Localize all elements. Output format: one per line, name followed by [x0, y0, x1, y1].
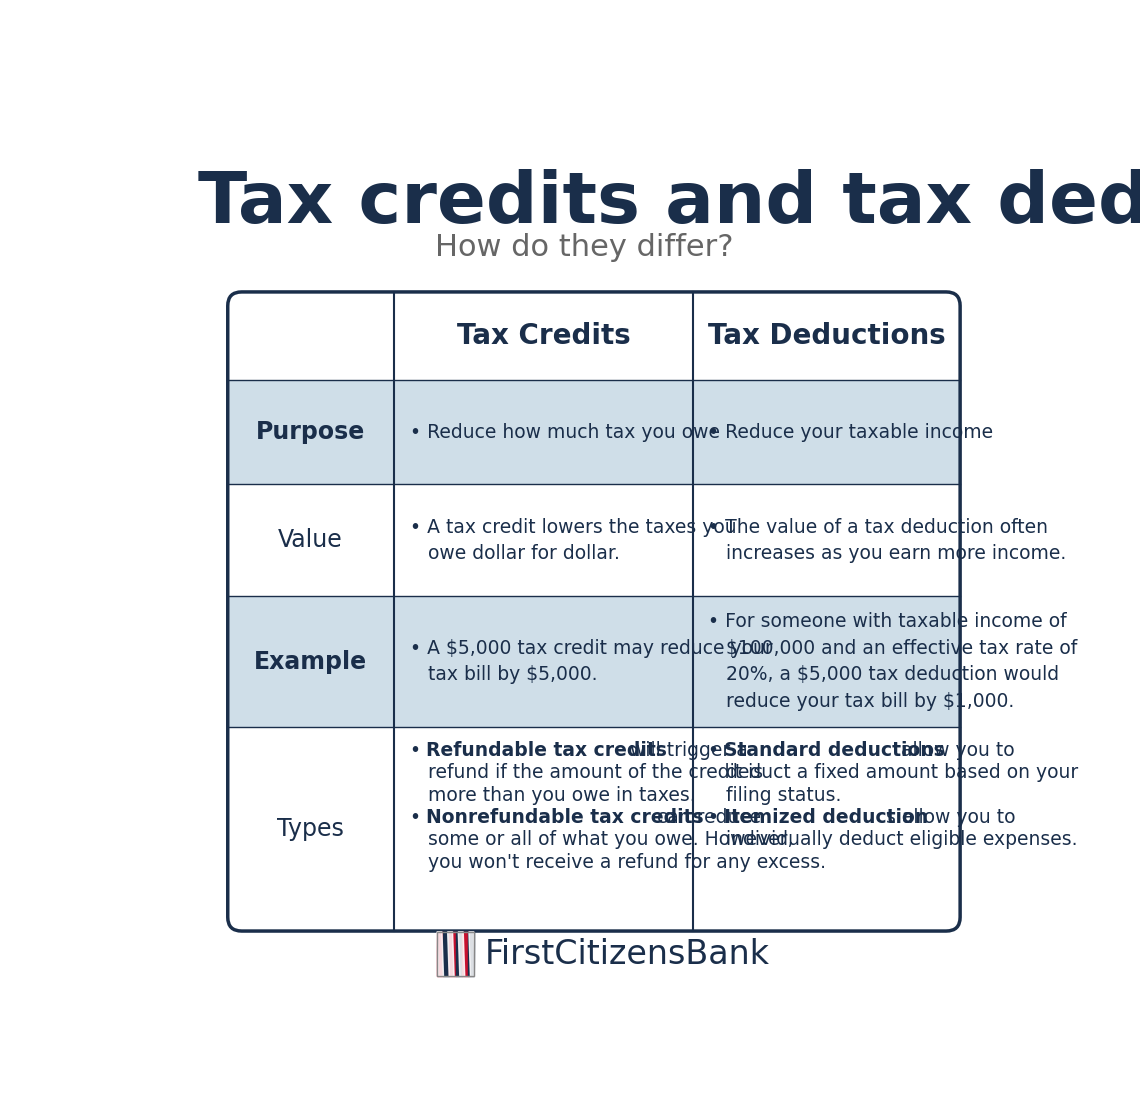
Text: Nonrefundable tax credits: Nonrefundable tax credits [426, 808, 703, 827]
Text: •: • [708, 808, 725, 827]
Text: • A tax credit lowers the taxes you
   owe dollar for dollar.: • A tax credit lowers the taxes you owe … [410, 518, 736, 563]
Text: FirstCitizensBank: FirstCitizensBank [484, 938, 770, 971]
Text: refund if the amount of the credit is: refund if the amount of the credit is [410, 763, 763, 782]
Bar [437, 932, 474, 977]
Bar [229, 380, 959, 484]
Text: Purpose: Purpose [256, 420, 365, 444]
Text: deduct a fixed amount based on your: deduct a fixed amount based on your [708, 763, 1078, 782]
Text: Value: Value [278, 528, 343, 552]
FancyBboxPatch shape [228, 292, 960, 931]
Text: allow you to: allow you to [895, 741, 1015, 760]
Polygon shape [448, 932, 454, 977]
Bar [462, 932, 469, 977]
Text: • Reduce how much tax you owe: • Reduce how much tax you owe [410, 423, 719, 442]
Polygon shape [458, 932, 465, 977]
Text: will trigger a: will trigger a [624, 741, 748, 760]
Text: Itemized deduction: Itemized deduction [724, 808, 928, 827]
Text: • A $5,000 tax credit may reduce your
   tax bill by $5,000.: • A $5,000 tax credit may reduce your ta… [410, 639, 773, 684]
Bar [443, 932, 449, 977]
Text: can reduce: can reduce [651, 808, 762, 827]
Text: Example: Example [254, 650, 367, 673]
Text: you won't receive a refund for any excess.: you won't receive a refund for any exces… [410, 853, 825, 872]
Text: Refundable tax credits: Refundable tax credits [426, 741, 667, 760]
Polygon shape [469, 932, 475, 977]
Bar [229, 597, 959, 727]
Text: • For someone with taxable income of
   $100,000 and an effective tax rate of
  : • For someone with taxable income of $10… [708, 612, 1077, 711]
Text: • Reduce your taxable income: • Reduce your taxable income [708, 423, 993, 442]
Text: s allow you to: s allow you to [887, 808, 1016, 827]
Text: •: • [708, 741, 725, 760]
Bar [469, 932, 474, 977]
Text: Types: Types [277, 817, 344, 841]
Text: filing status.: filing status. [708, 785, 841, 804]
Text: Tax credits and tax deductions: Tax credits and tax deductions [198, 169, 1140, 238]
Text: some or all of what you owe. However,: some or all of what you owe. However, [410, 830, 793, 850]
Text: Tax Deductions: Tax Deductions [708, 322, 945, 350]
Bar [449, 932, 456, 977]
Text: individually deduct eligible expenses.: individually deduct eligible expenses. [708, 830, 1077, 850]
Text: • The value of a tax deduction often
   increases as you earn more income.: • The value of a tax deduction often inc… [708, 518, 1067, 563]
Text: How do they differ?: How do they differ? [435, 232, 733, 262]
Text: •: • [410, 808, 428, 827]
Bar [437, 932, 443, 977]
Bar [456, 932, 462, 977]
Text: Standard deductions: Standard deductions [724, 741, 945, 760]
Text: Tax Credits: Tax Credits [457, 322, 630, 350]
Text: •: • [410, 741, 428, 760]
Polygon shape [437, 932, 443, 977]
Text: more than you owe in taxes.: more than you owe in taxes. [410, 785, 695, 804]
